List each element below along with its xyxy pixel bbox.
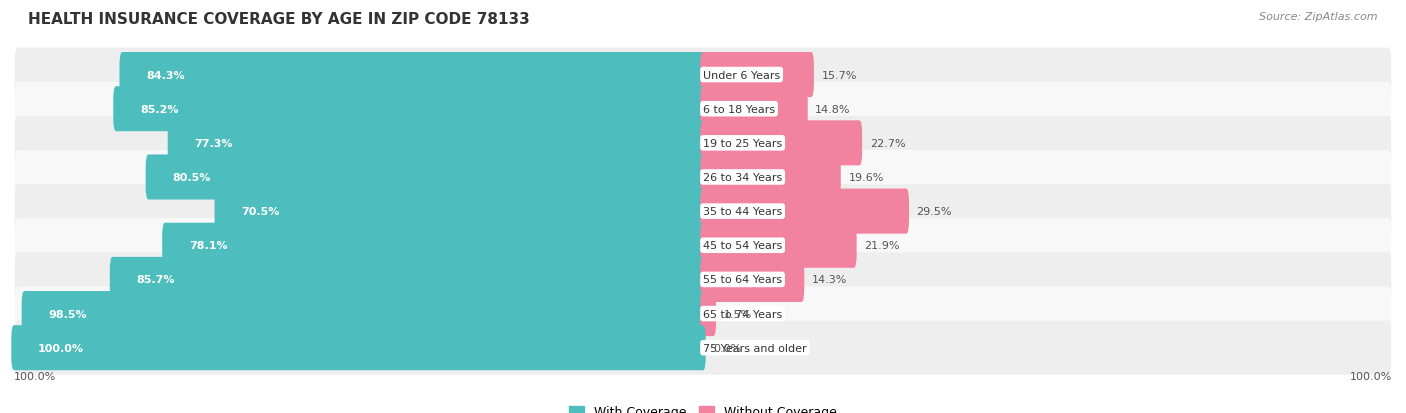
Text: 65 to 74 Years: 65 to 74 Years	[703, 309, 782, 319]
Text: 78.1%: 78.1%	[188, 241, 228, 251]
FancyBboxPatch shape	[146, 155, 706, 200]
FancyBboxPatch shape	[700, 291, 716, 336]
FancyBboxPatch shape	[14, 83, 1392, 136]
Text: 100.0%: 100.0%	[1350, 371, 1392, 381]
Text: 0.0%: 0.0%	[713, 343, 741, 353]
Text: 55 to 64 Years: 55 to 64 Years	[703, 275, 782, 285]
Text: 22.7%: 22.7%	[870, 138, 905, 148]
Text: Under 6 Years: Under 6 Years	[703, 70, 780, 81]
FancyBboxPatch shape	[14, 185, 1392, 239]
Text: HEALTH INSURANCE COVERAGE BY AGE IN ZIP CODE 78133: HEALTH INSURANCE COVERAGE BY AGE IN ZIP …	[28, 12, 530, 27]
Text: 70.5%: 70.5%	[242, 206, 280, 216]
Text: 14.3%: 14.3%	[811, 275, 848, 285]
FancyBboxPatch shape	[700, 189, 910, 234]
FancyBboxPatch shape	[14, 287, 1392, 341]
Text: 84.3%: 84.3%	[146, 70, 186, 81]
Text: 14.8%: 14.8%	[815, 104, 851, 114]
FancyBboxPatch shape	[14, 48, 1392, 102]
Text: 75 Years and older: 75 Years and older	[703, 343, 807, 353]
FancyBboxPatch shape	[700, 223, 856, 268]
Text: 21.9%: 21.9%	[865, 241, 900, 251]
FancyBboxPatch shape	[11, 325, 706, 370]
FancyBboxPatch shape	[14, 253, 1392, 306]
Text: 26 to 34 Years: 26 to 34 Years	[703, 173, 782, 183]
Text: 29.5%: 29.5%	[917, 206, 952, 216]
Text: 19.6%: 19.6%	[848, 173, 884, 183]
FancyBboxPatch shape	[14, 116, 1392, 171]
FancyBboxPatch shape	[21, 291, 706, 336]
FancyBboxPatch shape	[700, 53, 814, 98]
FancyBboxPatch shape	[700, 121, 862, 166]
FancyBboxPatch shape	[700, 87, 807, 132]
Text: 100.0%: 100.0%	[14, 371, 56, 381]
FancyBboxPatch shape	[700, 257, 804, 302]
Text: 100.0%: 100.0%	[38, 343, 84, 353]
Text: Source: ZipAtlas.com: Source: ZipAtlas.com	[1260, 12, 1378, 22]
FancyBboxPatch shape	[120, 53, 706, 98]
FancyBboxPatch shape	[114, 87, 706, 132]
Text: 35 to 44 Years: 35 to 44 Years	[703, 206, 782, 216]
Text: 1.5%: 1.5%	[724, 309, 752, 319]
FancyBboxPatch shape	[167, 121, 706, 166]
Text: 15.7%: 15.7%	[821, 70, 856, 81]
Text: 85.2%: 85.2%	[141, 104, 179, 114]
Text: 77.3%: 77.3%	[194, 138, 233, 148]
FancyBboxPatch shape	[215, 189, 706, 234]
FancyBboxPatch shape	[14, 151, 1392, 204]
Text: 80.5%: 80.5%	[173, 173, 211, 183]
FancyBboxPatch shape	[700, 155, 841, 200]
FancyBboxPatch shape	[14, 321, 1392, 375]
Text: 85.7%: 85.7%	[136, 275, 176, 285]
Text: 45 to 54 Years: 45 to 54 Years	[703, 241, 782, 251]
FancyBboxPatch shape	[14, 219, 1392, 273]
Text: 98.5%: 98.5%	[48, 309, 87, 319]
FancyBboxPatch shape	[162, 223, 706, 268]
Text: 19 to 25 Years: 19 to 25 Years	[703, 138, 782, 148]
Text: 6 to 18 Years: 6 to 18 Years	[703, 104, 775, 114]
Legend: With Coverage, Without Coverage: With Coverage, Without Coverage	[569, 406, 837, 413]
FancyBboxPatch shape	[110, 257, 706, 302]
